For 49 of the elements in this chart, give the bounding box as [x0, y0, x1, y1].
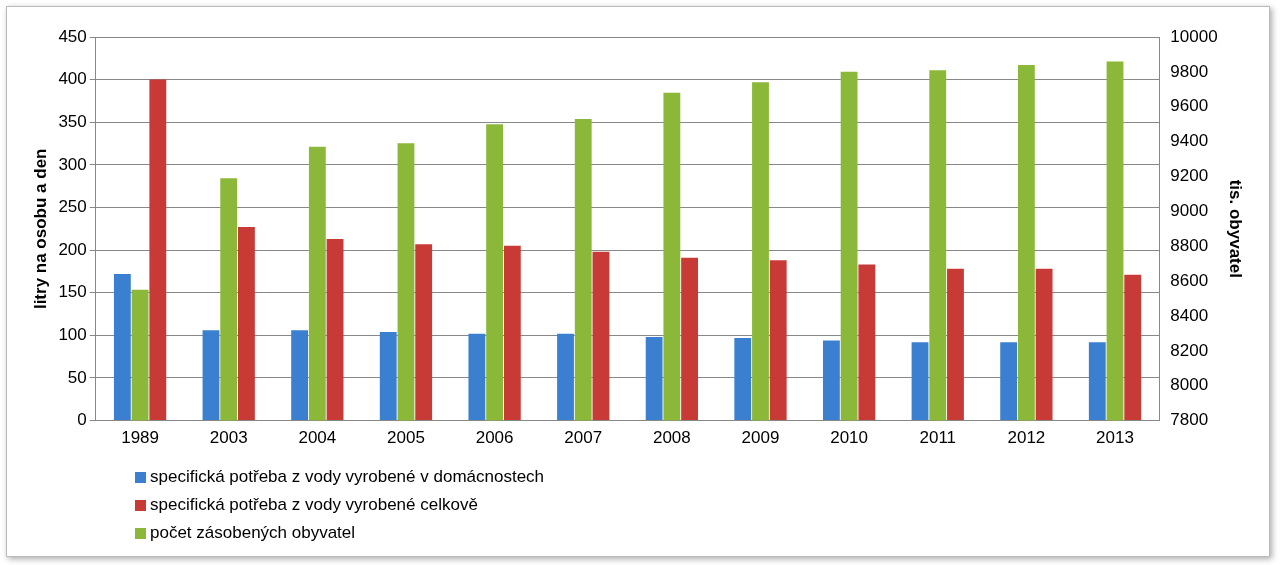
x-tick-label: 2006	[475, 428, 514, 448]
y2-tick-label: 9200	[1170, 166, 1209, 186]
legend-label: počet zásobených obyvatel	[150, 523, 356, 543]
x-tick-label: 2007	[564, 428, 603, 448]
y-tick-label: 0	[77, 410, 87, 430]
x-tick-label: 2009	[741, 428, 780, 448]
y-axis-title: litry na osobu a den	[30, 148, 50, 310]
bar	[379, 331, 397, 421]
bar	[149, 79, 167, 421]
bar	[911, 342, 929, 421]
y2-tick-label: 8200	[1170, 340, 1209, 360]
y2-tick-label: 8800	[1170, 235, 1209, 255]
x-tick-label: 2004	[298, 428, 337, 448]
bar	[557, 333, 574, 421]
x-tick-label: 2012	[1007, 428, 1046, 448]
y2-tick-label: 9600	[1170, 96, 1209, 116]
x-tick-label: 2005	[387, 428, 425, 448]
bar	[468, 333, 486, 421]
y2-tick-label: 9000	[1170, 201, 1209, 221]
y-tick-label: 300	[58, 154, 87, 174]
bar	[645, 337, 663, 421]
x-tick-label: 1989	[121, 428, 159, 448]
y2-tick-label: 9800	[1170, 61, 1209, 81]
y-tick-label: 350	[58, 111, 87, 131]
y2-tick-label: 7800	[1170, 410, 1209, 430]
legend-label: specifická potřeba z vody vyrobené v domácnostech	[150, 467, 545, 487]
bar	[1000, 342, 1018, 421]
bar	[1088, 342, 1106, 421]
y2-tick-label: 10000	[1170, 26, 1218, 46]
y-tick-label: 250	[58, 197, 87, 217]
y-tick-label: 450	[58, 26, 87, 46]
x-tick-label: 2011	[919, 428, 957, 448]
bar	[822, 340, 840, 421]
y-tick-label: 100	[58, 325, 87, 345]
y2-tick-label: 9400	[1170, 131, 1209, 151]
y2-tick-label: 8000	[1170, 375, 1209, 395]
legend-label: specifická potřeba z vody vyrobené celkově	[150, 495, 478, 515]
x-tick-label: 2013	[1096, 428, 1134, 448]
y2-tick-label: 8400	[1170, 305, 1209, 325]
x-tick-label: 2003	[209, 428, 248, 448]
y-tick-label: 150	[58, 282, 87, 302]
x-tick-label: 2010	[830, 428, 869, 448]
y-tick-label: 50	[67, 367, 87, 387]
y2-axis-title: tis. obyvatel	[1226, 179, 1246, 278]
y-tick-label: 200	[58, 239, 87, 259]
bar	[734, 337, 752, 421]
y2-tick-label: 8600	[1170, 270, 1209, 290]
y-tick-label: 400	[58, 69, 87, 89]
x-tick-label: 2008	[652, 428, 691, 448]
